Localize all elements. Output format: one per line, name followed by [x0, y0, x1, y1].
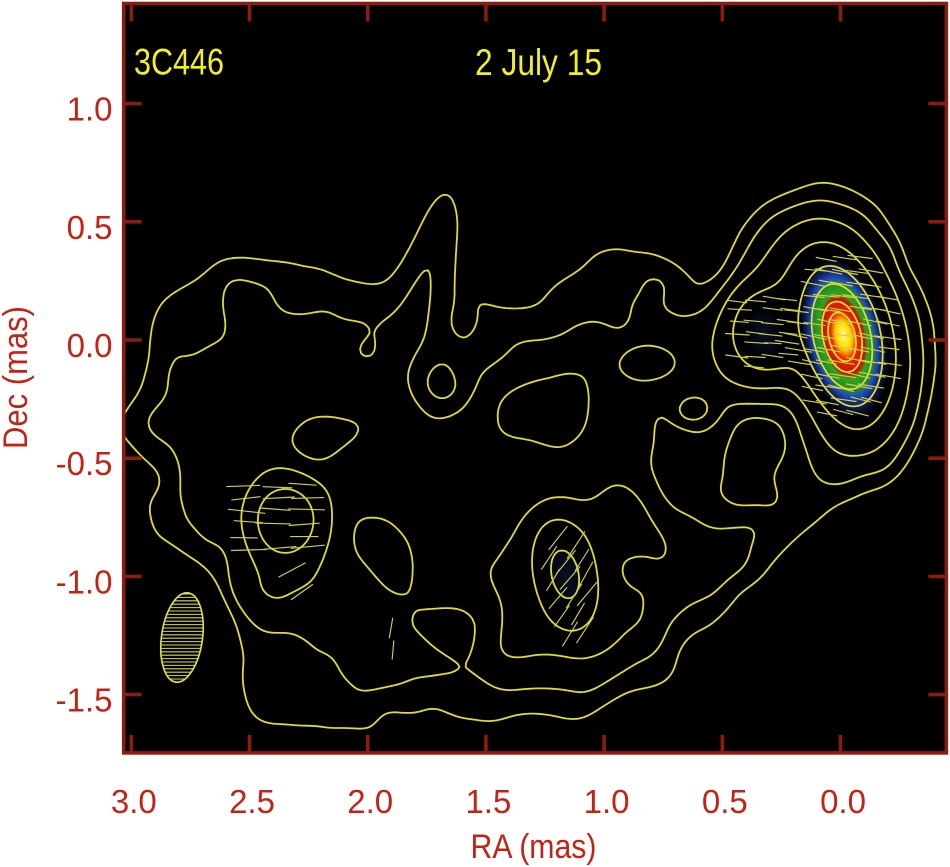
- svg-text:-0.5: -0.5: [56, 445, 113, 482]
- svg-text:0.5: 0.5: [702, 783, 748, 820]
- svg-text:0.0: 0.0: [820, 783, 866, 820]
- svg-text:2.0: 2.0: [347, 783, 393, 820]
- svg-text:2.5: 2.5: [229, 783, 275, 820]
- svg-text:2 July 15: 2 July 15: [475, 42, 602, 83]
- svg-text:-1.5: -1.5: [56, 682, 113, 719]
- svg-text:RA (mas): RA (mas): [471, 828, 597, 866]
- svg-text:1.5: 1.5: [465, 783, 511, 820]
- svg-text:3.0: 3.0: [111, 783, 157, 820]
- svg-text:1.0: 1.0: [67, 91, 113, 128]
- svg-text:-1.0: -1.0: [56, 563, 113, 600]
- svg-text:1.0: 1.0: [584, 783, 630, 820]
- svg-text:Dec (mas): Dec (mas): [0, 306, 35, 449]
- svg-text:0.0: 0.0: [67, 327, 113, 364]
- svg-text:0.5: 0.5: [67, 209, 113, 246]
- svg-text:3C446: 3C446: [134, 42, 224, 83]
